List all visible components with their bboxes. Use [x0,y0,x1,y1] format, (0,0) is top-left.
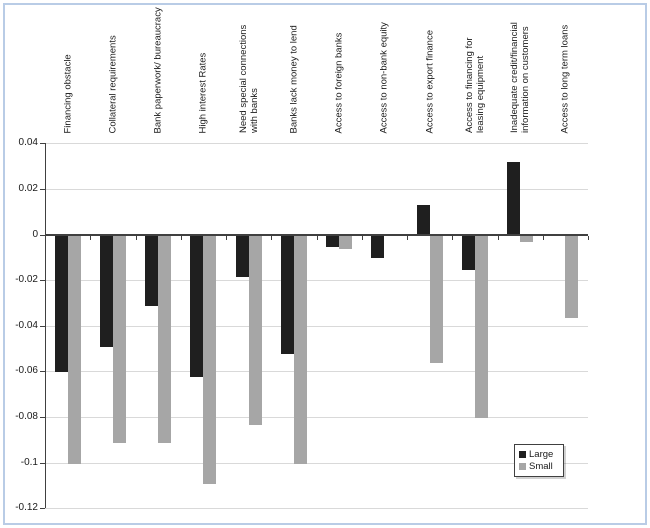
x-axis-zero-line [45,233,588,236]
y-tick-label: -0.1 [20,456,38,468]
legend-item-small: Small [519,461,559,472]
gridline [45,280,588,282]
legend-label-large: Large [529,449,554,460]
bar-small [520,235,534,243]
legend-item-large: Large [519,449,559,460]
x-axis-tick [588,235,589,240]
x-axis-tick [361,235,363,240]
bar-large [326,235,340,247]
bar-large [507,161,521,235]
category-label: Access to foreign banks [333,32,345,133]
legend-swatch-large-icon [519,451,526,458]
bar-large [235,235,249,277]
gridline [45,371,588,373]
bar-large [54,235,68,373]
category-label: Access to financing for leasing equipmen… [463,37,486,133]
legend-label-small: Small [529,461,553,472]
category-label: Access to export finance [424,29,436,134]
y-tick-label: 0 [32,228,38,240]
bar-small [112,235,126,443]
y-axis-tick [40,462,45,464]
bar-small [339,235,353,250]
x-axis-tick [271,235,273,240]
category-label: Access to non-bank equity [378,21,390,133]
bar-large [99,235,113,348]
gridline [45,416,588,418]
y-axis-tick [40,188,45,190]
bar-small [203,235,217,485]
category-label: Collateral requirements [107,34,119,133]
bar-small [158,235,172,443]
gridline [45,143,588,145]
gridline [45,462,588,464]
gridline [45,508,588,510]
y-axis-tick [40,371,45,373]
x-axis-tick [452,235,454,240]
bar-large [280,235,294,355]
gridline [45,188,588,190]
bar-large [461,235,475,270]
category-label: Inadequate credit/financial information … [509,22,532,133]
y-axis-tick [40,143,45,145]
x-axis-tick [407,235,408,240]
x-axis-tick [180,235,182,240]
bar-small [293,235,307,464]
y-tick-label: -0.12 [15,502,38,514]
y-tick-label: -0.02 [15,274,38,286]
bar-small [565,235,579,318]
gridline [45,325,588,327]
x-axis-tick [542,235,544,240]
category-label: High interest Rates [197,52,209,133]
category-label: Bank paperwork/ bureaucracy [152,6,164,133]
y-tick-label: -0.06 [15,365,38,377]
category-label: Need special connections with banks [237,24,260,133]
x-axis-tick [497,235,499,240]
legend: Large Small [514,444,564,477]
bar-small [429,235,443,364]
bar-small [67,235,81,464]
bar-large [416,204,430,235]
legend-swatch-small-icon [519,463,526,470]
bar-small [474,235,488,418]
y-axis-tick [40,325,45,327]
x-axis-tick [226,235,227,240]
bar-large [145,235,159,307]
y-tick-label: 0.04 [18,137,38,149]
y-tick-label: -0.04 [15,319,38,331]
y-axis-line [45,143,46,509]
y-axis-tick [40,416,45,418]
bar-large [190,235,204,377]
x-axis-tick [45,235,46,240]
y-axis-tick [40,234,45,236]
category-label: Financing obstacle [62,53,74,133]
category-label: Banks lack money to lend [288,24,300,133]
x-axis-tick [316,235,318,240]
y-axis-tick [40,508,45,510]
bar-small [248,235,262,425]
category-label: Access to long term loans [559,24,571,133]
x-axis-tick [90,235,92,240]
y-tick-label: -0.08 [15,410,38,422]
y-tick-label: 0.02 [18,182,38,194]
x-axis-tick [135,235,137,240]
y-axis-tick [40,280,45,282]
bar-large [371,235,385,259]
